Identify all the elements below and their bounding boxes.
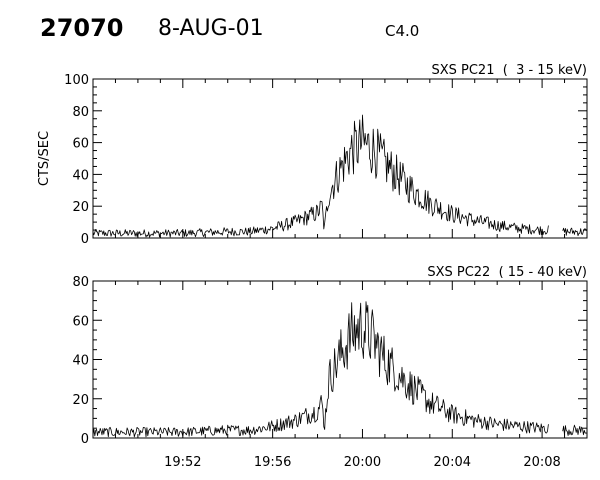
- y-tick-label: 80: [72, 275, 89, 290]
- y-tick-label: 60: [72, 314, 89, 329]
- y-tick-label: 80: [72, 105, 89, 120]
- event-date: 8-AUG-01: [158, 16, 264, 41]
- series-line-2-1: [92, 301, 588, 438]
- y-tick-label: 100: [64, 73, 89, 88]
- y-axis-label: CTS/SEC: [37, 131, 52, 186]
- y-tick-label: 0: [81, 232, 89, 247]
- y-tick-label: 40: [72, 354, 89, 369]
- channel-title-1: SXS PC21 ( 3 - 15 keV): [431, 63, 587, 78]
- x-tick-label: 19:56: [254, 455, 291, 470]
- series-line-1-1: [92, 114, 588, 238]
- x-tick-label: 20:04: [434, 455, 471, 470]
- x-tick-label: 20:08: [523, 455, 560, 470]
- y-tick-label: 20: [72, 393, 89, 408]
- x-tick-label: 19:52: [164, 455, 201, 470]
- channel-title-2: SXS PC22 ( 15 - 40 keV): [427, 265, 587, 280]
- y-tick-label: 0: [81, 432, 89, 447]
- y-tick-label: 40: [72, 168, 89, 183]
- x-tick-label: 20:00: [344, 455, 381, 470]
- goes-class: C4.0: [385, 22, 420, 40]
- event-id: 27070: [40, 14, 124, 42]
- y-tick-label: 60: [72, 137, 89, 152]
- y-tick-label: 20: [72, 200, 89, 215]
